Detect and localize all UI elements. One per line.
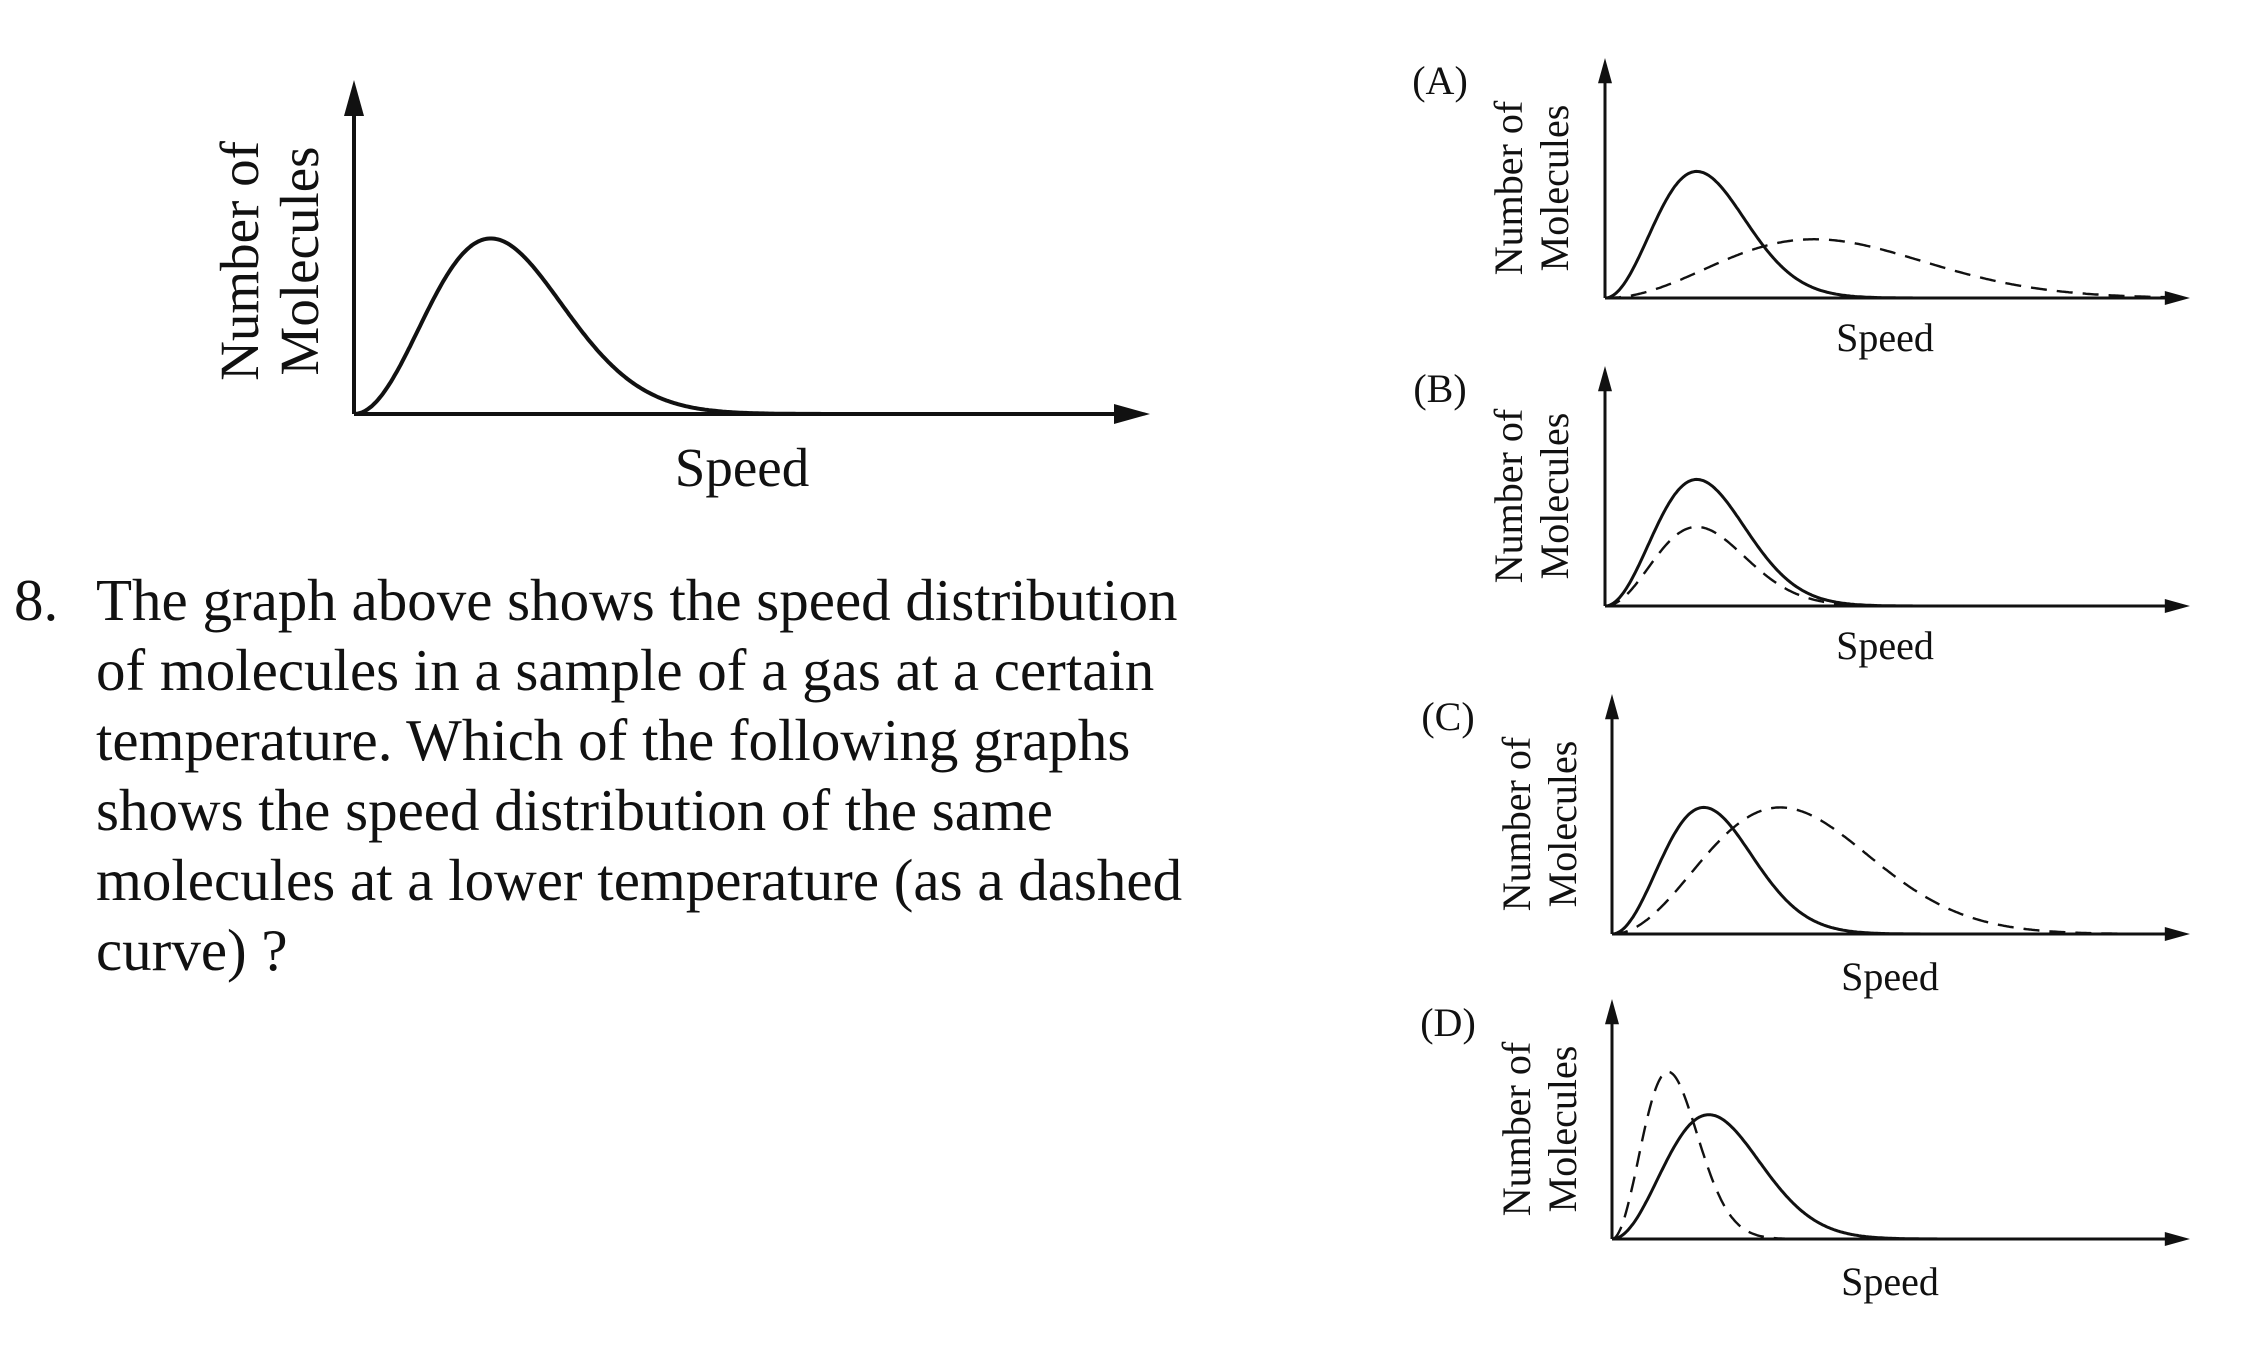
- y-axis-label: Molecules: [1540, 1046, 1585, 1213]
- y-axis-label: Number of: [1494, 1041, 1539, 1216]
- x-axis-label: Speed: [1841, 1259, 1939, 1304]
- question-text: The graph above shows the speed distribu…: [96, 565, 1314, 985]
- solid-curve: [1611, 805, 2177, 936]
- dashed-curve: [1604, 525, 2176, 608]
- y-axis-label: Molecules: [1540, 741, 1585, 908]
- y-axis-arrow: [1605, 999, 1619, 1025]
- y-axis-label: Number of: [209, 140, 270, 380]
- graph-C: Speed Number of Molecules (C): [1421, 694, 2190, 999]
- question-line: molecules at a lower temperature (as a d…: [96, 847, 1183, 913]
- option-label-a: (A): [1412, 58, 1468, 103]
- y-axis-arrow: [1598, 58, 1612, 84]
- question-8: 8. The graph above shows the speed distr…: [14, 565, 1314, 985]
- option-label-d: (D): [1420, 1000, 1476, 1045]
- question-line: of molecules in a sample of a gas at a c…: [96, 637, 1155, 703]
- solid-curve: [1611, 1113, 2177, 1241]
- question-number: 8.: [14, 567, 59, 633]
- x-axis-arrow: [2164, 927, 2190, 941]
- y-axis-arrow: [1605, 694, 1619, 720]
- graph-D: Speed Number of Molecules (D): [1420, 999, 2190, 1304]
- graph-reference: Speed Number of Molecules: [209, 80, 1150, 498]
- dashed-curve: [1611, 1070, 2176, 1241]
- solid-curve: [1604, 477, 2177, 608]
- question-line: curve) ?: [96, 917, 288, 983]
- dashed-curve: [1612, 806, 2176, 936]
- x-axis-arrow: [2164, 1232, 2190, 1246]
- x-axis-label: Speed: [1836, 315, 1934, 360]
- option-label-c: (C): [1421, 694, 1474, 739]
- graph-A: Speed Number of Molecules (A): [1412, 58, 2190, 360]
- question-line: The graph above shows the speed distribu…: [96, 567, 1178, 633]
- question-line: temperature. Which of the following grap…: [96, 707, 1131, 773]
- x-axis-label: Speed: [1836, 623, 1934, 668]
- y-axis-label: Number of: [1486, 408, 1531, 583]
- x-axis-label: Speed: [675, 437, 809, 498]
- y-axis-arrow: [344, 80, 364, 116]
- option-label-b: (B): [1413, 366, 1466, 411]
- x-axis-label: Speed: [1841, 954, 1939, 999]
- y-axis-label: Molecules: [269, 146, 330, 375]
- y-axis-label: Molecules: [1532, 105, 1577, 272]
- question-line: shows the speed distribution of the same: [96, 777, 1053, 843]
- dashed-curve: [1605, 237, 2176, 300]
- x-axis-arrow: [2164, 291, 2190, 305]
- y-axis-label: Number of: [1486, 100, 1531, 275]
- solid-curve: [353, 236, 1131, 416]
- solid-curve: [1604, 169, 2177, 300]
- y-axis-arrow: [1598, 366, 1612, 392]
- graph-B: Speed Number of Molecules (B): [1413, 366, 2190, 668]
- y-axis-label: Molecules: [1532, 413, 1577, 580]
- y-axis-label: Number of: [1494, 736, 1539, 911]
- x-axis-arrow: [1114, 404, 1150, 424]
- x-axis-arrow: [2164, 599, 2190, 613]
